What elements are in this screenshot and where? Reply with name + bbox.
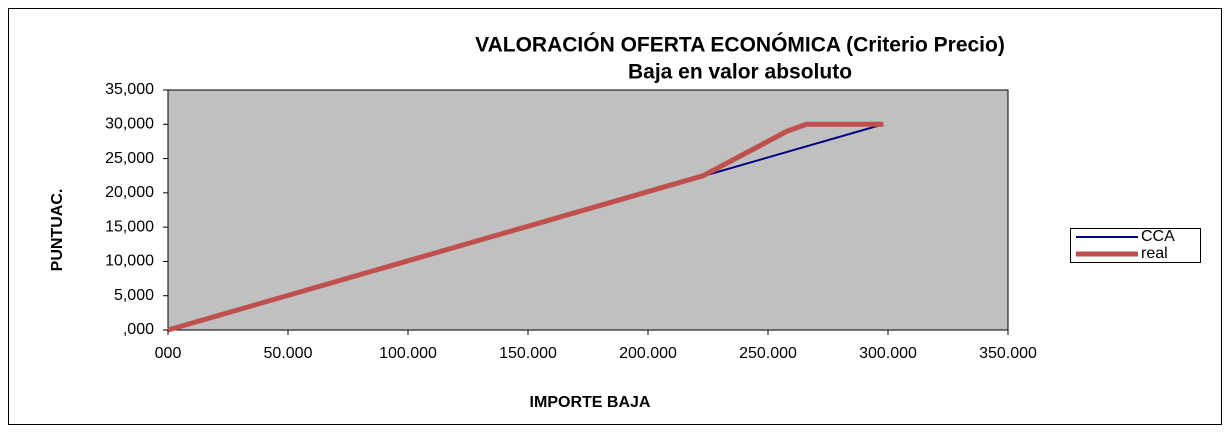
y-tick-label: 25,000	[105, 150, 154, 167]
chart-title: VALORACIÓN OFERTA ECONÓMICA (Criterio Pr…	[475, 33, 1005, 57]
x-tick-label: 200.000	[619, 345, 677, 362]
y-tick-label: 5,000	[114, 287, 154, 304]
y-tick-label: 15,000	[105, 218, 154, 235]
x-tick-label: 150.000	[499, 345, 557, 362]
y-tick-label: 10,000	[105, 253, 154, 270]
y-tick-label: 20,000	[105, 184, 154, 201]
line-series	[167, 121, 884, 333]
y-axis-label: PUNTUAC.	[49, 189, 66, 272]
y-tick-label: 35,000	[105, 81, 154, 98]
x-tick-label: 000	[155, 345, 182, 362]
chart-subtitle: Baja en valor absoluto	[628, 61, 852, 84]
legend-label: CCA	[1141, 228, 1175, 245]
x-tick-label: 250.000	[739, 345, 797, 362]
x-tick-label: 100.000	[379, 345, 437, 362]
x-tick-label: 350.000	[979, 345, 1037, 362]
legend	[1070, 228, 1201, 263]
x-tick-label: 300.000	[859, 345, 917, 362]
y-tick-label: ,000	[123, 321, 154, 338]
x-tick-label: 50.000	[264, 345, 313, 362]
y-tick-label: 30,000	[105, 116, 154, 133]
x-axis-label: IMPORTE BAJA	[530, 394, 651, 411]
legend-label: real	[1141, 245, 1168, 262]
